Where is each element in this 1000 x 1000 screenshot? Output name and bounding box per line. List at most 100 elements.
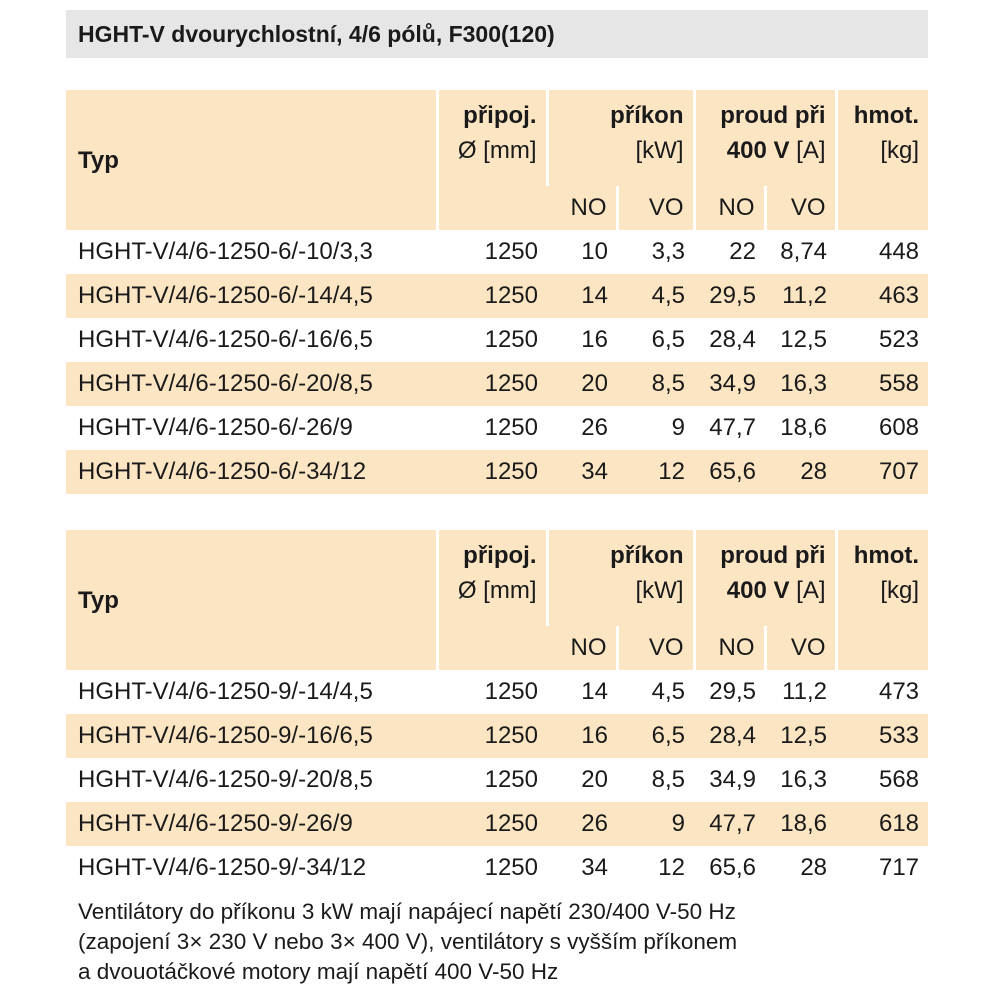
data-row: HGHT-V/4/6-1250-6/-26/9 1250 26 9 47,7 18,6 60… [66, 406, 928, 450]
type-cell: HGHT-V/4/6-1250-6/-34/12 [66, 450, 437, 494]
value-cell: 9 [671, 414, 685, 441]
value-cell: 28,4 [694, 714, 765, 758]
value-cell: 1250 [437, 450, 547, 494]
value-cell: 26 [547, 802, 617, 846]
value-cell: 558 [836, 362, 929, 406]
data-row: HGHT-V/4/6-1250-6/-14/4,5 1250 14 4,5 29,5 11… [66, 274, 929, 318]
value-cell: 1250 [437, 802, 547, 846]
table-body: Typ připoj. Ø [mm] příkon [kW] proud při 400 V… [66, 530, 929, 890]
header-unit: Ø [mm] [457, 577, 537, 604]
value-cell: 12 [658, 854, 685, 881]
value-cell: 14 [581, 678, 608, 705]
header-unit: [kW] [635, 137, 684, 164]
value-cell: 34 [581, 854, 608, 881]
data-row: HGHT-V/4/6-1250-6/-16/6,5 1250 16 6,5 28,4 12… [66, 318, 928, 362]
subheader-cell: VO [615, 626, 694, 670]
value-cell: 11,2 [765, 274, 837, 318]
type-cell: HGHT-V/4/6-1250-6/-20/8,5 [66, 362, 437, 406]
data-row: HGHT-V/4/6-1250-6/-20/8,5 1250 20 8,5 34,9 16… [66, 362, 929, 406]
value-cell: 8,5 [617, 362, 694, 406]
value-cell: 608 [878, 414, 920, 441]
header-text: proud při [720, 102, 826, 129]
value-cell: 1250 [437, 274, 547, 318]
value-cell: 448 [878, 238, 920, 265]
data-row: HGHT-V/4/6-1250-9/-16/6,5 1250 16 6,5 28,4 12… [66, 714, 929, 758]
value-cell: 707 [836, 450, 929, 494]
value-cell: 29,5 [709, 678, 756, 705]
value-cell: 6,5 [651, 326, 685, 353]
value-cell: 65,6 [694, 450, 765, 494]
header-text: připoj. [463, 542, 537, 569]
header-text: příkon [610, 102, 684, 129]
header-cell: proud při 400 V [A] [692, 530, 837, 626]
data-row: HGHT-V/4/6-1250-6/-34/12 1250 34 12 65,6 28 70… [66, 450, 929, 494]
header-text: 400 V [726, 577, 790, 604]
header-cell: připoj. Ø [mm] [435, 90, 547, 230]
header-cell: příkon [kW] [545, 530, 694, 626]
value-cell: 28 [765, 450, 837, 494]
value-cell: 10 [581, 238, 608, 265]
value-cell: 29,5 [694, 274, 765, 318]
title: HGHT-V dvourychlostní, 4/6 pólů, F300(12… [66, 10, 928, 58]
table: Typ připoj. Ø [mm] příkon [kW] proud při 400 V… [66, 530, 929, 890]
value-cell: 1250 [484, 326, 538, 353]
subheader-cell: NO [547, 626, 617, 670]
value-cell: 473 [878, 678, 920, 705]
value-cell: 14 [547, 274, 617, 318]
type-cell: HGHT-V/4/6-1250-9/-16/6,5 [66, 714, 437, 758]
header-unit: [kW] [635, 577, 684, 604]
subheader-row: NO VO NO VO [66, 626, 928, 670]
value-cell: 28,4 [709, 326, 756, 353]
header-cell: příkon [kW] [545, 90, 694, 186]
value-cell: 16,3 [780, 766, 828, 793]
value-cell: 1250 [484, 766, 538, 793]
value-cell: 523 [878, 326, 920, 353]
value-cell: 12,5 [780, 326, 828, 353]
subheader-cell: NO [692, 626, 765, 670]
type-cell: HGHT-V/4/6-1250-9/-34/12 [78, 854, 367, 881]
value-cell: 16,3 [765, 362, 837, 406]
value-cell: 34,9 [694, 362, 765, 406]
value-cell: 18,6 [765, 802, 837, 846]
header-cell: Typ [66, 530, 437, 670]
table: Typ připoj. Ø [mm] příkon [kW] proud při 400 V… [66, 90, 929, 494]
value-cell: 26 [581, 414, 608, 441]
value-cell: 3,3 [651, 238, 685, 265]
data-row: HGHT-V/4/6-1250-9/-34/12 1250 34 12 65,6 28 71… [66, 846, 928, 890]
type-cell: HGHT-V/4/6-1250-9/-14/4,5 [78, 678, 373, 705]
value-cell: 12,5 [765, 714, 837, 758]
value-cell: 16 [581, 326, 608, 353]
value-cell: 34,9 [709, 766, 756, 793]
header-row: Typ připoj. Ø [mm] příkon [kW] proud při 400 V… [66, 90, 929, 230]
type-cell: HGHT-V/4/6-1250-6/-14/4,5 [66, 274, 437, 318]
header-text: Typ [78, 146, 119, 174]
value-cell: 533 [836, 714, 929, 758]
header-row: Typ připoj. Ø [mm] příkon [kW] proud při 400 V… [66, 530, 929, 670]
value-cell: 8,5 [651, 766, 685, 793]
data-row: HGHT-V/4/6-1250-9/-20/8,5 1250 20 8,5 34,9 16… [66, 758, 928, 802]
footnote-line: Ventilátory do příkonu 3 kW mají napájec… [78, 899, 736, 924]
value-cell: 1250 [437, 362, 547, 406]
value-cell: 20 [547, 362, 617, 406]
subheader-cell: VO [763, 186, 837, 230]
value-cell: 12 [617, 450, 694, 494]
value-cell: 1250 [484, 238, 538, 265]
value-cell: 1250 [484, 678, 538, 705]
header-unit: Ø [mm] [457, 137, 537, 164]
value-cell: 16 [547, 714, 617, 758]
value-cell: 18,6 [780, 414, 828, 441]
subheader-row: NO VO NO VO [66, 186, 928, 230]
header-cell: hmot. [kg] [834, 90, 929, 230]
subheader-cell: NO [547, 186, 617, 230]
value-cell: 47,7 [709, 414, 756, 441]
header-unit: [A] [796, 137, 826, 164]
type-cell: HGHT-V/4/6-1250-9/-20/8,5 [78, 766, 373, 793]
type-cell: HGHT-V/4/6-1250-6/-10/3,3 [78, 238, 373, 265]
table-body: Typ připoj. Ø [mm] příkon [kW] proud při 400 V… [66, 90, 929, 494]
value-cell: 4,5 [617, 274, 694, 318]
header-unit: [kg] [880, 137, 920, 164]
header-cell: proud při 400 V [A] [692, 90, 837, 186]
data-row: HGHT-V/4/6-1250-9/-26/9 1250 26 9 47,7 18,6 61… [66, 802, 929, 846]
type-cell: HGHT-V/4/6-1250-9/-26/9 [66, 802, 437, 846]
